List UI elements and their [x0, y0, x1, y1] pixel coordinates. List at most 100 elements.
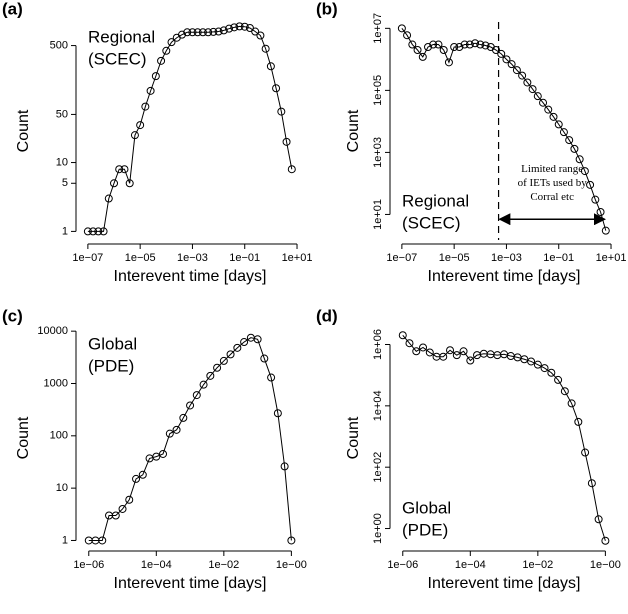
panel-label: (a) [2, 0, 23, 18]
data-point [567, 399, 576, 408]
y-tick-label: 1e+06 [372, 329, 384, 360]
data-point [256, 31, 265, 40]
data-point [240, 22, 249, 31]
data-point [471, 39, 480, 48]
data-point [554, 375, 563, 384]
data-point [141, 102, 150, 111]
data-point [83, 227, 92, 236]
data-point [419, 343, 428, 352]
x-tick-label: 1e+01 [282, 252, 313, 264]
x-tick-label: 1e−06 [73, 559, 104, 571]
y-tick-label: 1e+05 [372, 75, 384, 106]
data-point [594, 515, 603, 524]
y-tick-label: 10000 [37, 325, 68, 337]
data-point [98, 536, 107, 545]
data-point [261, 44, 270, 53]
panel-label: (c) [2, 306, 23, 325]
data-point [554, 120, 563, 129]
data-point [403, 31, 412, 40]
data-point [235, 22, 244, 31]
panel: (b) 1e−07 1e−05 1e−03 1e−01 1e+01 Interevent t… [316, 0, 626, 285]
data-point [157, 56, 166, 65]
data-point [206, 371, 215, 380]
y-tick-label: 1000 [44, 377, 68, 389]
data-point [596, 207, 605, 216]
x-tick-label: 1e−01 [543, 252, 574, 264]
y-axis-label: Count [345, 416, 362, 459]
data-point [465, 40, 474, 49]
data-point [444, 58, 453, 67]
x-tick-label: 1e−06 [387, 559, 418, 571]
y-tick-label: 1e+01 [372, 199, 384, 230]
data-point [179, 413, 188, 422]
annotation: (SCEC) [402, 213, 461, 232]
data-point [405, 339, 414, 348]
y-axis-label: Count [345, 109, 362, 152]
data-point [172, 425, 181, 434]
data-point [282, 137, 291, 146]
panel: (a) 1e−07 1e−05 1e−03 1e−01 1e+01 Interevent t… [2, 0, 312, 285]
data-point [587, 479, 596, 488]
data-point [188, 28, 197, 37]
data-point [560, 387, 569, 396]
data-point [273, 409, 282, 418]
x-tick-label: 1e−03 [491, 252, 522, 264]
annotation: (PDE) [88, 356, 134, 375]
data-point [601, 226, 610, 235]
data-point [544, 105, 553, 114]
data-point [287, 165, 296, 174]
x-axis-label: Interevent time [days] [114, 268, 267, 285]
y-tick-label: 100 [50, 430, 68, 442]
panel: (c) 1e−06 1e−04 1e−02 1e−00 Interevent time [… [2, 306, 307, 592]
data-point [547, 368, 556, 377]
y-tick-label: 1e+00 [372, 513, 384, 544]
data-point [159, 449, 168, 458]
data-point [240, 338, 249, 347]
data-point [539, 98, 548, 107]
panel-label: (d) [316, 306, 338, 325]
data-point [110, 179, 119, 188]
data-point [146, 86, 155, 95]
data-point [125, 179, 134, 188]
data-point [434, 40, 443, 49]
y-tick-label: 1e+04 [372, 390, 384, 421]
data-point [132, 474, 141, 483]
x-tick-label: 1e+01 [596, 252, 627, 264]
data-point [192, 391, 201, 400]
x-tick-label: 1e−05 [125, 252, 156, 264]
data-point [540, 364, 549, 373]
x-tick-label: 1e−01 [229, 252, 260, 264]
data-point [574, 417, 583, 426]
data-point [528, 85, 537, 94]
data-point [125, 495, 134, 504]
panel: (d) 1e−06 1e−04 1e−02 1e−00 Interevent time [… [316, 306, 621, 592]
y-tick-label: 1e+02 [372, 452, 384, 483]
data-point [559, 128, 568, 137]
data-point [120, 165, 129, 174]
y-tick-label: 1 [62, 225, 68, 237]
data-point [459, 347, 468, 356]
data-point [476, 40, 485, 49]
data-point [177, 30, 186, 39]
data-point [527, 357, 536, 366]
data-point [152, 452, 161, 461]
data-point [99, 227, 108, 236]
data-point [260, 354, 269, 363]
data-point [418, 52, 427, 61]
data-point [165, 429, 174, 438]
data-point [497, 49, 506, 58]
data-point [130, 131, 139, 140]
data-point [138, 470, 147, 479]
data-point [533, 360, 542, 369]
x-tick-label: 1e−07 [72, 252, 103, 264]
data-point [230, 23, 239, 32]
data-point [167, 38, 176, 47]
data-point [118, 504, 127, 513]
y-tick-label: 1 [62, 534, 68, 546]
x-tick-label: 1e−04 [141, 559, 172, 571]
data-point [549, 112, 558, 121]
x-tick-label: 1e−00 [590, 559, 621, 571]
data-point [204, 28, 213, 37]
data-point [481, 41, 490, 50]
data-point [450, 43, 459, 52]
